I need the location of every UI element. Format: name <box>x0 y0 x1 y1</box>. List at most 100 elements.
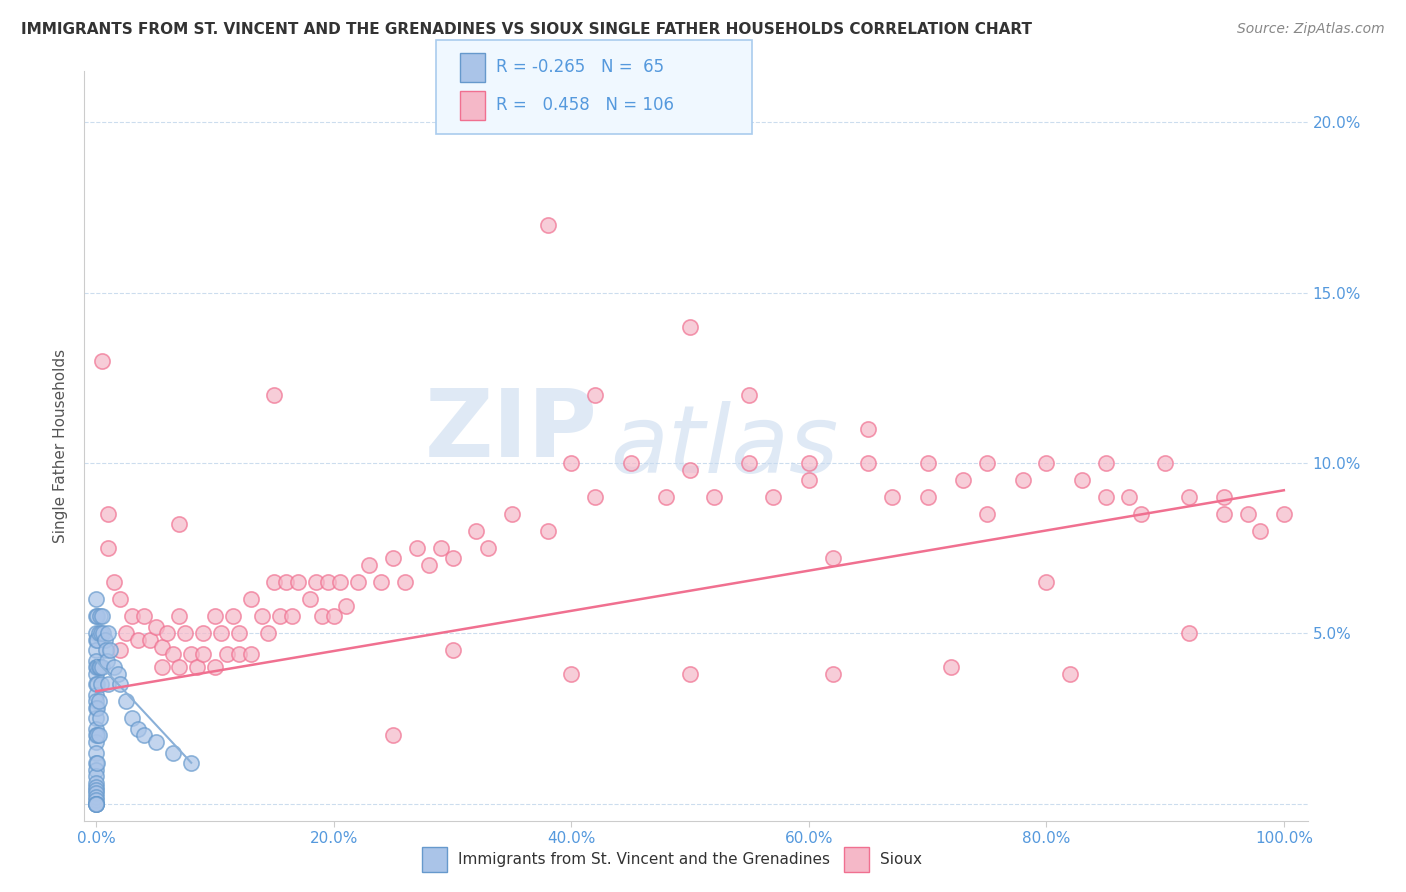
Point <box>228 626 250 640</box>
Point <box>84 776 107 790</box>
Point <box>976 507 998 521</box>
Point <box>560 667 582 681</box>
Point <box>1178 626 1201 640</box>
Point <box>394 575 416 590</box>
Point <box>316 575 339 590</box>
Point <box>239 592 262 607</box>
Point <box>108 677 131 691</box>
Point <box>86 660 108 674</box>
Point <box>97 677 120 691</box>
Point <box>108 643 131 657</box>
Text: IMMIGRANTS FROM ST. VINCENT AND THE GRENADINES VS SIOUX SINGLE FATHER HOUSEHOLDS: IMMIGRANTS FROM ST. VINCENT AND THE GREN… <box>21 22 1032 37</box>
Point <box>84 797 107 811</box>
Point <box>84 660 107 674</box>
Point <box>298 592 321 607</box>
Text: Source: ZipAtlas.com: Source: ZipAtlas.com <box>1237 22 1385 37</box>
Point <box>91 609 114 624</box>
Point <box>1071 473 1094 487</box>
Point <box>679 463 702 477</box>
Point <box>1094 456 1116 470</box>
Point <box>382 551 405 566</box>
Text: ZIP: ZIP <box>425 385 598 477</box>
Point <box>1130 507 1153 521</box>
Point <box>821 667 844 681</box>
Point <box>84 763 107 777</box>
Point <box>84 711 107 725</box>
Point <box>655 490 678 504</box>
Point <box>1213 507 1236 521</box>
Point <box>145 735 167 749</box>
Text: R = -0.265   N =  65: R = -0.265 N = 65 <box>496 58 665 76</box>
Point <box>465 524 488 538</box>
Point <box>84 722 107 736</box>
Point <box>180 647 202 661</box>
Point <box>90 677 112 691</box>
Point <box>162 746 184 760</box>
Point <box>89 660 111 674</box>
Point <box>132 729 155 743</box>
Point <box>477 541 499 556</box>
Point <box>86 677 108 691</box>
Point <box>204 660 226 674</box>
Point <box>84 735 107 749</box>
Point <box>429 541 451 556</box>
Point <box>108 592 131 607</box>
Point <box>84 643 107 657</box>
Point <box>329 575 352 590</box>
Point <box>560 456 582 470</box>
Point <box>583 490 606 504</box>
Point <box>86 701 108 715</box>
Text: atlas: atlas <box>610 401 838 491</box>
Point <box>215 647 238 661</box>
Point <box>501 507 523 521</box>
Point <box>97 507 120 521</box>
Point <box>84 780 107 794</box>
Point <box>93 633 115 648</box>
Point <box>1237 507 1260 521</box>
Point <box>583 388 606 402</box>
Point <box>127 722 149 736</box>
Point <box>91 660 114 674</box>
Point <box>84 633 107 648</box>
Point <box>174 626 197 640</box>
Point <box>287 575 309 590</box>
Point <box>322 609 344 624</box>
Point <box>1035 456 1057 470</box>
Point <box>89 711 111 725</box>
Point <box>84 688 107 702</box>
Point <box>856 456 879 470</box>
Point <box>169 609 191 624</box>
Point <box>145 619 167 633</box>
Point <box>917 456 939 470</box>
Point <box>263 575 285 590</box>
Point <box>97 626 120 640</box>
Point <box>84 769 107 783</box>
Text: Sioux: Sioux <box>880 853 922 867</box>
Point <box>84 609 107 624</box>
Point <box>84 654 107 668</box>
Point <box>1154 456 1177 470</box>
Point <box>84 756 107 770</box>
Point <box>93 626 115 640</box>
Point <box>97 541 120 556</box>
Y-axis label: Single Father Households: Single Father Households <box>53 349 69 543</box>
Point <box>335 599 357 613</box>
Point <box>281 609 304 624</box>
Point <box>191 626 214 640</box>
Point <box>917 490 939 504</box>
Point <box>382 729 405 743</box>
Point <box>100 643 122 657</box>
Point <box>86 729 108 743</box>
Point <box>186 660 208 674</box>
Point <box>620 456 643 470</box>
Point <box>239 647 262 661</box>
Point <box>84 667 107 681</box>
Point <box>1118 490 1140 504</box>
Point <box>84 797 107 811</box>
Point <box>127 633 149 648</box>
Point <box>536 218 558 232</box>
Point <box>90 626 112 640</box>
Point <box>679 319 702 334</box>
Point <box>84 797 107 811</box>
Point <box>84 783 107 797</box>
